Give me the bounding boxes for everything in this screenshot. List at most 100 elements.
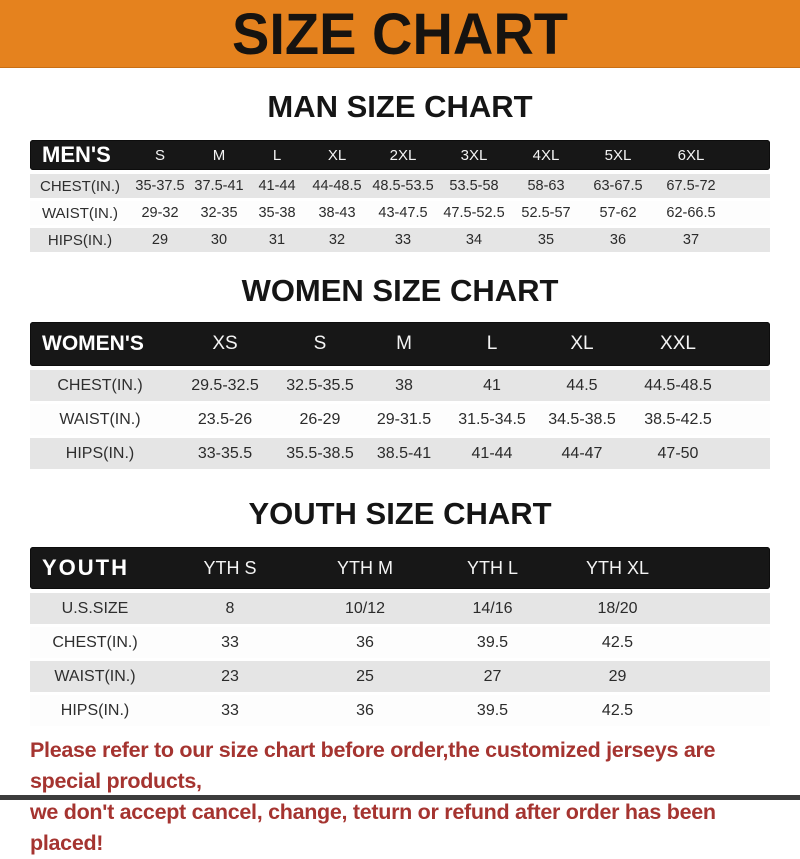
size-column-header: 2XL [389,146,417,164]
cell-value: 39.5 [476,701,509,719]
cell-value: 41-44 [258,178,296,194]
cell-value: 38 [395,376,413,394]
row-label: CHEST(IN.) [57,376,143,394]
cell-value: 52.5-57 [521,205,571,221]
size-table-header: WOMEN'S XS S M L XL XXL [30,322,770,366]
cell-value: 10/12 [344,599,386,617]
cell-value: 35-37.5 [135,178,185,194]
cell-value: 14/16 [472,599,513,617]
cell-value: 29.5-32.5 [191,376,259,394]
cell-value: 23 [221,667,239,685]
table-row: CHEST(IN.) 35-37.5 37.5-41 41-44 44-48.5 48.5… [30,174,770,198]
cell-value: 33 [221,701,239,719]
size-column-header: S [313,333,327,354]
cell-value: 32-35 [200,205,238,221]
cell-value: 47.5-52.5 [443,205,505,221]
cell-value: 53.5-58 [449,178,499,194]
cell-value: 26-29 [299,410,341,428]
cell-value: 44.5 [566,376,598,394]
disclaimer-line-2: we don't accept cancel, change, teturn o… [30,800,716,855]
size-table-header: YOUTH YTH S YTH M YTH L YTH XL [30,547,770,589]
cell-value: 62-66.5 [666,205,716,221]
cell-value: 33-35.5 [197,444,253,462]
cell-value: 39.5 [476,633,509,651]
row-label: HIPS(IN.) [60,701,130,719]
cell-value: 42.5 [601,701,634,719]
size-table-header-label: MEN'S [42,142,111,167]
cell-value: 29 [608,667,627,685]
cell-value: 36 [356,633,374,651]
size-column-header: YTH M [337,557,393,578]
size-column-header: YTH XL [585,557,650,578]
row-label: CHEST(IN.) [40,177,120,195]
cell-value: 29-31.5 [376,410,432,428]
size-column-header: S [154,146,165,164]
size-column-header: 3XL [460,146,488,164]
cell-value: 57-62 [599,205,637,221]
cell-value: 43-47.5 [378,205,428,221]
cell-value: 34 [465,232,483,248]
size-column-header: M [212,146,226,164]
cell-value: 38.5-41 [376,444,432,462]
size-table-header-label: WOMEN'S [42,332,144,355]
table-row: WAIST(IN.) 23 25 27 29 [30,661,770,692]
cell-value: 33 [394,232,412,248]
size-column-header: YTH L [466,557,518,578]
cell-value: 67.5-72 [666,178,716,194]
row-label: WAIST(IN.) [54,667,136,685]
cell-value: 41-44 [471,444,513,462]
cell-value: 44-48.5 [312,178,362,194]
size-table-header: MEN'S S M L XL 2XL 3XL 4XL 5XL 6XL [30,140,770,170]
size-column-header: XL [327,146,347,164]
cell-value: 63-67.5 [593,178,643,194]
size-column-header: 6XL [677,146,705,164]
cell-value: 47-50 [657,444,699,462]
youth-size-table: YOUTH YTH S YTH M YTH L YTH XL U.S.SIZE 8 10/12… [30,547,770,726]
cell-value: 23.5-26 [197,410,253,428]
table-row: WAIST(IN.) 29-32 32-35 35-38 38-43 43-47.5 47.… [30,201,770,225]
size-column-header: 4XL [532,146,560,164]
row-label: HIPS(IN.) [47,231,113,249]
size-column-header: XS [212,333,238,354]
size-chart-banner: SIZE CHART [0,0,800,68]
size-column-header: XL [570,333,594,354]
banner-title: SIZE CHART [232,0,568,66]
cell-value: 58-63 [527,178,565,194]
cell-value: 35-38 [258,205,296,221]
row-label: WAIST(IN.) [59,410,141,428]
size-column-header: YTH S [203,557,257,578]
cell-value: 29-32 [141,205,179,221]
disclaimer-line-1: Please refer to our size chart before or… [30,738,716,793]
cell-value: 18/20 [597,599,638,617]
cell-value: 33 [221,633,239,651]
cell-value: 31 [268,232,286,248]
cell-value: 8 [225,599,235,617]
women-section-heading: WOMEN SIZE CHART [241,273,559,308]
cell-value: 38-43 [318,205,356,221]
cell-value: 48.5-53.5 [372,178,434,194]
cell-value: 34.5-38.5 [548,410,616,428]
bottom-edge-strip [0,795,800,800]
table-row: HIPS(IN.) 29 30 31 32 33 34 35 36 37 [30,228,770,252]
cell-value: 36 [609,232,627,248]
row-label: WAIST(IN.) [41,204,119,222]
cell-value: 37 [682,232,700,248]
cell-value: 27 [483,667,502,685]
cell-value: 42.5 [601,633,634,651]
table-row: HIPS(IN.) 33-35.5 35.5-38.5 38.5-41 41-44 44-… [30,438,770,469]
cell-value: 35.5-38.5 [286,444,354,462]
table-row: HIPS(IN.) 33 36 39.5 42.5 [30,695,770,726]
row-label: HIPS(IN.) [65,444,135,462]
cell-value: 44-47 [561,444,603,462]
size-column-header: L [486,333,498,354]
size-column-header: M [396,333,412,354]
row-label: CHEST(IN.) [52,633,138,651]
cell-value: 36 [356,701,374,719]
cell-value: 41 [483,376,501,394]
table-row: U.S.SIZE 8 10/12 14/16 18/20 [30,593,770,624]
cell-value: 35 [537,232,555,248]
youth-section-heading: YOUTH SIZE CHART [248,496,552,531]
cell-value: 32 [328,232,346,248]
cell-value: 30 [210,232,228,248]
cell-value: 38.5-42.5 [644,410,712,428]
